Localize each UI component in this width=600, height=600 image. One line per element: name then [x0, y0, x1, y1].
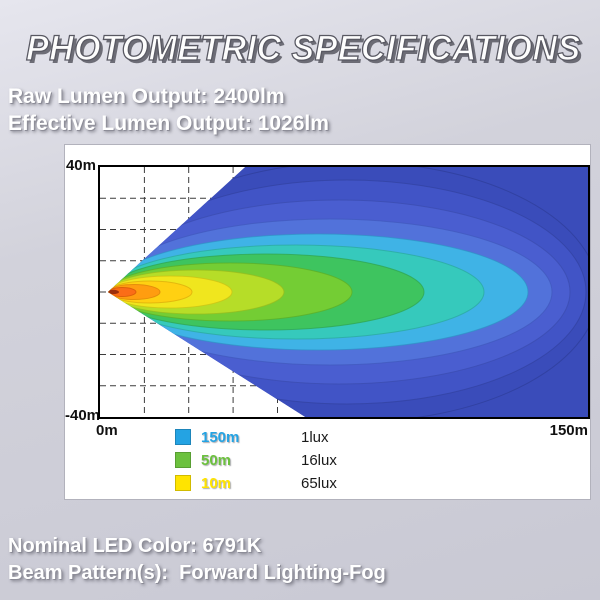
legend-distance-150m: 150m [201, 428, 240, 446]
raw-lumen-output: Raw Lumen Output: 2400lm [8, 85, 285, 108]
effective-lumen-output: Effective Lumen Output: 1026lm [8, 112, 329, 135]
legend-lux-50m: 16lux [301, 451, 337, 469]
legend-distance-50m: 50m [201, 451, 232, 469]
x-axis-min-label: 0m [96, 422, 118, 439]
legend-lux-10m: 65lux [301, 474, 337, 492]
legend-row-50m: 50m 16lux [175, 452, 337, 468]
nominal-led-color: Nominal LED Color: 6791K [8, 535, 262, 557]
beam-contours [108, 167, 588, 417]
beam-plot-area [98, 165, 590, 419]
legend-swatch-50m [175, 452, 191, 468]
legend-row-10m: 10m 65lux [175, 475, 337, 491]
legend-lux-150m: 1lux [301, 428, 329, 446]
photometric-chart: 40m -40m [64, 144, 591, 500]
legend-swatch-10m [175, 475, 191, 491]
y-axis-max-label: 40m [65, 157, 96, 174]
page-title: PHOTOMETRIC SPECIFICATIONS [25, 29, 581, 69]
x-axis-max-label: 150m [549, 422, 588, 439]
legend-row-150m: 150m 1lux [175, 429, 337, 445]
beam-contour-svg [100, 167, 588, 417]
legend-distance-10m: 10m [201, 474, 232, 492]
legend-swatch-150m [175, 429, 191, 445]
legend: 150m 1lux 50m 16lux 10m 65lux [175, 429, 337, 498]
y-axis-min-label: -40m [65, 407, 101, 424]
beam-pattern: Beam Pattern(s): Forward Lighting-Fog [8, 562, 386, 584]
